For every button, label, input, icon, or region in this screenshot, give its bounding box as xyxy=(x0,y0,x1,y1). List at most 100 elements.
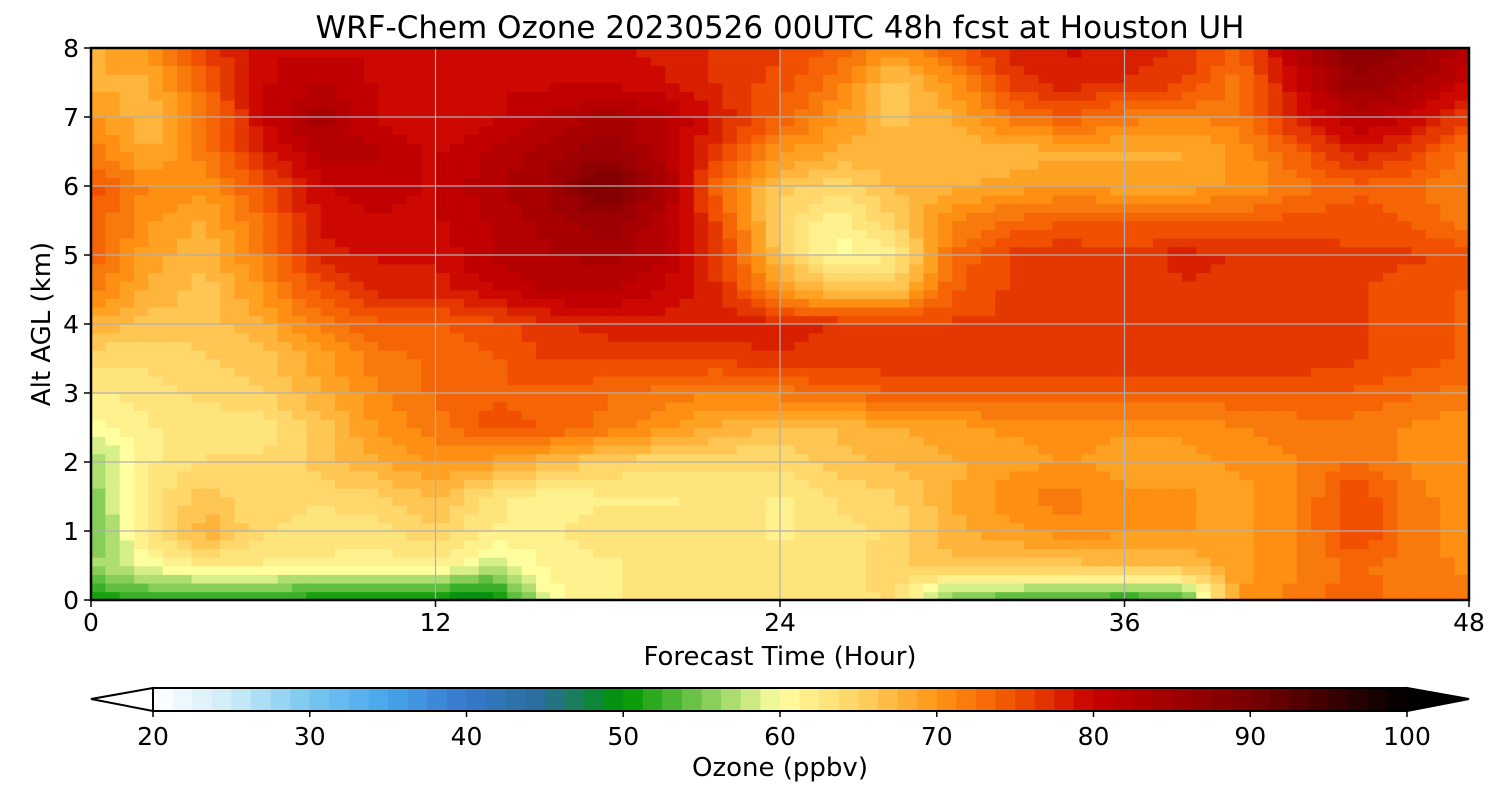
heatmap-cell xyxy=(162,65,178,75)
heatmap-cell xyxy=(823,341,839,351)
heatmap-cell xyxy=(679,479,695,489)
heatmap-cell xyxy=(177,470,193,481)
heatmap-cell xyxy=(205,436,221,446)
heatmap-cell xyxy=(880,427,896,437)
heatmap-cell xyxy=(679,341,695,351)
heatmap-cell xyxy=(765,315,781,325)
heatmap-cell xyxy=(177,194,193,205)
heatmap-cell xyxy=(421,151,437,161)
heatmap-cell xyxy=(808,306,824,317)
heatmap-cell xyxy=(464,332,480,343)
heatmap-cell xyxy=(1024,427,1040,437)
heatmap-cell xyxy=(937,255,954,265)
heatmap-cell xyxy=(320,548,336,558)
heatmap-cell xyxy=(909,229,925,239)
heatmap-cell xyxy=(1181,436,1198,446)
heatmap-cell xyxy=(291,349,308,360)
heatmap-cell xyxy=(1095,211,1111,222)
heatmap-cell xyxy=(1181,531,1198,541)
heatmap-cell xyxy=(507,134,523,144)
heatmap-cell xyxy=(1095,108,1111,118)
heatmap-cell xyxy=(765,582,781,593)
heatmap-cell xyxy=(1181,56,1198,67)
heatmap-cell xyxy=(679,462,695,472)
heatmap-cell xyxy=(650,220,666,230)
heatmap-cell xyxy=(966,298,982,308)
heatmap-cell xyxy=(119,91,135,101)
heatmap-cell xyxy=(335,418,351,429)
heatmap-cell xyxy=(349,375,365,386)
heatmap-cell xyxy=(392,65,408,75)
heatmap-cell xyxy=(464,246,480,256)
heatmap-cell xyxy=(1009,237,1025,248)
heatmap-cell xyxy=(937,237,954,248)
heatmap-cell xyxy=(1009,263,1025,274)
heatmap-cell xyxy=(1024,574,1040,584)
heatmap-cell xyxy=(134,358,150,368)
heatmap-cell xyxy=(464,479,480,489)
heatmap-cell xyxy=(277,574,293,584)
heatmap-cell xyxy=(1052,582,1068,593)
heatmap-cell xyxy=(248,263,265,274)
heatmap-cell xyxy=(277,246,293,256)
heatmap-cell xyxy=(220,99,236,110)
heatmap-cell xyxy=(1167,142,1183,153)
heatmap-cell xyxy=(1024,496,1040,506)
heatmap-cell xyxy=(363,479,379,489)
heatmap-cell xyxy=(191,99,207,110)
heatmap-cell xyxy=(464,99,480,110)
heatmap-cell xyxy=(1110,280,1126,291)
heatmap-cell xyxy=(909,272,925,282)
heatmap-cell xyxy=(105,48,121,58)
heatmap-cell xyxy=(1124,453,1140,463)
heatmap-cell xyxy=(248,82,265,92)
heatmap-cell xyxy=(665,229,681,239)
heatmap-cell xyxy=(736,91,753,101)
heatmap-cell xyxy=(837,556,853,567)
heatmap-cell xyxy=(765,436,781,446)
heatmap-cell xyxy=(780,177,796,187)
heatmap-cell xyxy=(607,427,623,437)
heatmap-cell xyxy=(952,548,968,558)
heatmap-cell xyxy=(1009,65,1025,75)
heatmap-cell xyxy=(894,280,910,291)
heatmap-cell xyxy=(306,531,322,541)
heatmap-cell xyxy=(464,418,480,429)
heatmap-cell xyxy=(736,177,753,187)
heatmap-cell xyxy=(363,306,379,317)
heatmap-cell xyxy=(909,341,925,351)
heatmap-cell xyxy=(205,263,221,274)
heatmap-cell xyxy=(91,384,107,394)
heatmap-cell xyxy=(91,401,107,412)
heatmap-cell xyxy=(1038,427,1054,437)
heatmap-cell xyxy=(1009,436,1025,446)
heatmap-cell xyxy=(636,522,652,532)
heatmap-cell xyxy=(306,341,322,351)
heatmap-cell xyxy=(507,410,523,420)
heatmap-cell xyxy=(1095,203,1111,213)
heatmap-cell xyxy=(980,384,997,394)
heatmap-cell xyxy=(421,487,437,498)
heatmap-cell xyxy=(1067,358,1083,368)
heatmap-cell xyxy=(306,91,322,101)
heatmap-cell xyxy=(736,470,753,481)
heatmap-cell xyxy=(1196,220,1212,230)
heatmap-cell xyxy=(937,246,954,256)
heatmap-cell xyxy=(780,289,796,299)
heatmap-cell xyxy=(263,341,279,351)
heatmap-cell xyxy=(306,211,322,222)
heatmap-cell xyxy=(894,487,910,498)
heatmap-cell xyxy=(1138,513,1154,524)
heatmap-cell xyxy=(1038,194,1054,205)
heatmap-cell xyxy=(1167,565,1183,575)
heatmap-cell xyxy=(679,186,695,196)
heatmap-cell xyxy=(435,548,451,558)
heatmap-cell xyxy=(550,479,566,489)
heatmap-cell xyxy=(406,91,422,101)
heatmap-cell xyxy=(808,531,824,541)
heatmap-cell xyxy=(535,117,552,127)
heatmap-cell xyxy=(349,556,365,567)
heatmap-cell xyxy=(105,453,121,463)
heatmap-cell xyxy=(866,341,882,351)
heatmap-cell xyxy=(435,341,451,351)
